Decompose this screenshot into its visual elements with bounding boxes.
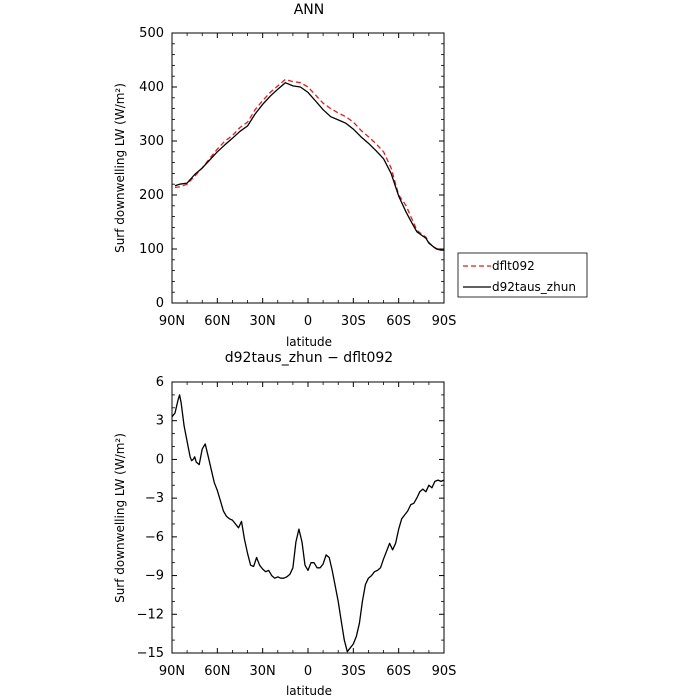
bottom-y-tick-label: −12 [137,607,164,622]
top-x-ticks: 90N 60N 30N 0 30S 60S 90S [159,33,457,329]
bottom-plot-frame [171,381,445,654]
bottom-x-tick-label: 0 [304,664,312,679]
top-y-tick-label: 0 [156,296,164,311]
bottom-x-tick-label: 90N [159,664,185,679]
bottom-y-tick-label: −3 [145,491,164,506]
top-series [174,78,445,251]
top-x-tick-label: 0 [304,314,312,329]
legend: dflt092 d92taus_zhun [457,252,588,298]
top-x-axis-label: latitude [286,335,332,349]
bottom-x-tick-label: 90S [432,664,457,679]
bottom-y-tick-label: 6 [156,375,164,390]
top-y-ticks: 0 100 200 300 400 500 [139,26,444,311]
bottom-y-tick-label: −9 [145,569,164,584]
panel-top: ANN 0 100 200 300 400 500 90N 60N 30N 0 30S 60S 90S… [113,2,588,349]
bottom-y-tick-label: −15 [137,646,164,661]
top-y-tick-label: 400 [139,80,164,95]
bottom-y-tick-label: 3 [156,414,164,429]
legend-label-dflt092: dflt092 [492,259,535,273]
top-x-tick-label: 30N [250,314,276,329]
top-series-line-d92taus-zhun [174,82,444,251]
bottom-x-tick-label: 30S [341,664,366,679]
bottom-x-tick-label: 60N [204,664,230,679]
bottom-y-tick-label: 0 [156,452,164,467]
bottom-x-tick-label: 60S [386,664,411,679]
bottom-y-axis-label: Surf downwelling LW (W/m²) [113,433,127,603]
bottom-x-ticks: 90N 60N 30N 0 30S 60S 90S [159,382,457,679]
panel-bottom: d92taus_zhun − dflt092 6 3 0 −3 −6 −9 −12 −15 9… [113,350,456,698]
top-y-axis-label: Surf downwelling LW (W/m²) [113,83,127,253]
top-y-tick-label: 100 [139,242,164,257]
top-series-line-dflt092 [174,78,445,251]
top-y-tick-label: 300 [139,134,164,149]
legend-box [457,252,588,298]
bottom-series [171,394,445,653]
top-x-tick-label: 90N [159,314,185,329]
top-x-tick-label: 60S [386,314,411,329]
top-x-tick-label: 30S [341,314,366,329]
top-title: ANN [294,2,325,18]
top-x-tick-label: 90S [432,314,457,329]
bottom-x-axis-label: latitude [286,684,332,698]
top-plot-frame [171,32,445,304]
top-x-tick-label: 60N [204,314,230,329]
legend-label-d92taus-zhun: d92taus_zhun [492,280,576,294]
top-y-tick-label: 500 [139,26,164,41]
bottom-series-line-0 [171,394,445,653]
bottom-title: d92taus_zhun − dflt092 [225,350,393,366]
bottom-y-tick-label: −6 [145,530,164,545]
bottom-x-tick-label: 30N [250,664,276,679]
top-y-tick-label: 200 [139,188,164,203]
